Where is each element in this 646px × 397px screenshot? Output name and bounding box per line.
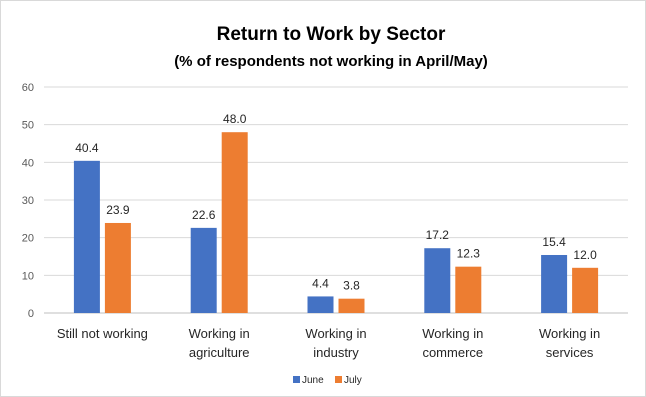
bar-june — [190, 227, 217, 313]
data-label: 40.4 — [75, 141, 99, 155]
data-label: 4.4 — [312, 276, 329, 290]
gridlines — [44, 86, 628, 314]
data-label: 12.3 — [457, 247, 481, 261]
x-tick-label: Working in — [189, 326, 250, 341]
bar-july — [221, 132, 248, 313]
data-label: 17.2 — [426, 228, 450, 242]
bar-june — [307, 296, 334, 313]
x-tick-label: Still not working — [57, 326, 148, 341]
legend-label-july: July — [344, 375, 362, 386]
x-tick-label: industry — [313, 345, 359, 360]
bar-june — [73, 160, 100, 313]
y-tick-label: 20 — [22, 233, 34, 245]
y-tick-label: 10 — [22, 270, 34, 282]
y-tick-label: 30 — [22, 195, 34, 207]
y-tick-label: 40 — [22, 157, 34, 169]
bar-june — [424, 248, 451, 313]
data-label: 15.4 — [542, 235, 566, 249]
y-axis: 0 10 20 30 40 50 60 — [22, 82, 34, 320]
x-tick-label: services — [546, 345, 594, 360]
data-label: 3.8 — [343, 279, 360, 293]
chart-subtitle: (% of respondents not working in April/M… — [174, 53, 488, 70]
data-label: 48.0 — [223, 112, 247, 126]
y-tick-label: 60 — [22, 82, 34, 94]
y-tick-label: 50 — [22, 120, 34, 132]
bar-july — [455, 266, 482, 313]
x-tick-label: Working in — [539, 326, 600, 341]
bars: 40.4 23.9 22.6 48.0 4.4 3.8 17.2 12.3 15.4 12.0 — [73, 112, 599, 313]
legend: June July — [293, 375, 362, 386]
legend-swatch-july — [335, 376, 342, 383]
bar-july — [572, 267, 599, 313]
bar-july — [104, 222, 131, 313]
x-axis: Still not working Working in agriculture Wo… — [57, 326, 600, 360]
x-tick-label: commerce — [422, 345, 483, 360]
legend-swatch-june — [293, 376, 300, 383]
data-label: 12.0 — [573, 248, 597, 262]
data-label: 23.9 — [106, 203, 130, 217]
x-tick-label: Working in — [422, 326, 483, 341]
x-tick-label: Working in — [305, 326, 366, 341]
x-tick-label: agriculture — [189, 345, 250, 360]
bar-july — [338, 298, 365, 313]
chart-title: Return to Work by Sector — [217, 24, 446, 45]
bar-june — [541, 254, 568, 313]
data-label: 22.6 — [192, 208, 216, 222]
y-tick-label: 0 — [28, 308, 34, 320]
legend-label-june: June — [302, 375, 324, 386]
